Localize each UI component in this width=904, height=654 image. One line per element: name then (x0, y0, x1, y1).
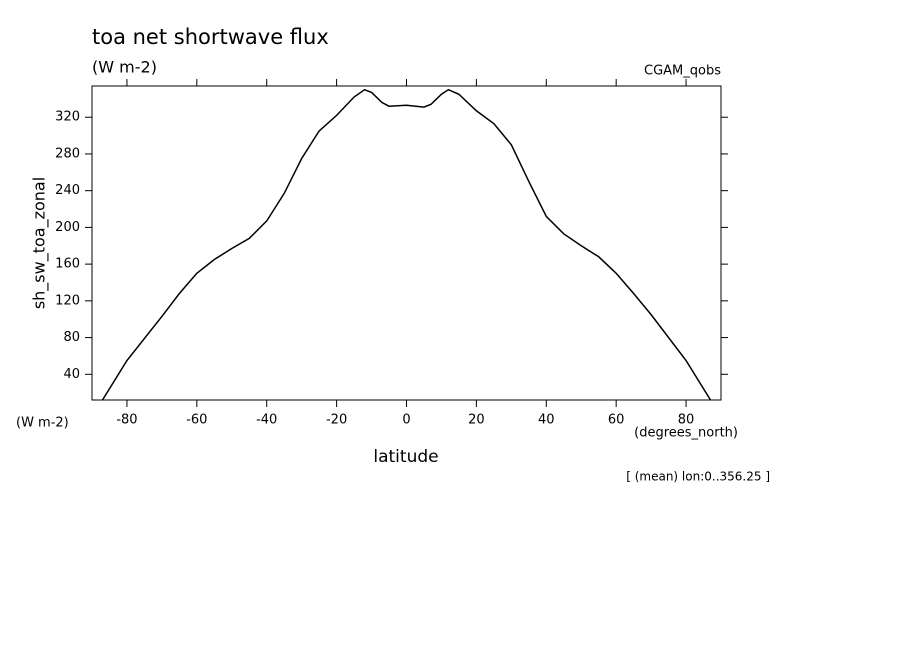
x-tick-label: 40 (538, 413, 555, 428)
x-tick-label: -20 (326, 413, 347, 428)
y-tick-label: 160 (55, 257, 80, 272)
y-tick-label: 80 (63, 330, 80, 345)
dataset-label: CGAM_qobs (644, 64, 721, 79)
x-tick-label: -60 (186, 413, 207, 428)
x-tick-label: -40 (256, 413, 277, 428)
x-tick-label: -80 (116, 413, 137, 428)
y-tick-label: 320 (55, 110, 80, 125)
y-tick-label: 200 (55, 220, 80, 235)
plot-frame (91, 85, 722, 401)
y-tick-label: 120 (55, 293, 80, 308)
chart-title: toa net shortwave flux (92, 25, 329, 49)
chart-subtitle: (W m-2) (92, 58, 157, 77)
data-line (101, 88, 712, 401)
y-tick-label: 40 (63, 367, 80, 382)
x-axis-label: latitude (373, 447, 438, 467)
annotation: [ (mean) lon:0..356.25 ] (626, 470, 770, 484)
x-tick-label: 80 (678, 413, 695, 428)
x-units: (degrees_north) (634, 426, 738, 441)
x-tick-label: 20 (468, 413, 485, 428)
y-units: (W m-2) (16, 416, 69, 431)
x-tick-label: 0 (402, 413, 410, 428)
y-tick-label: 280 (55, 146, 80, 161)
y-axis-label: sh_sw_toa_zonal (30, 177, 50, 309)
x-tick-label: 60 (608, 413, 625, 428)
y-tick-label: 240 (55, 183, 80, 198)
